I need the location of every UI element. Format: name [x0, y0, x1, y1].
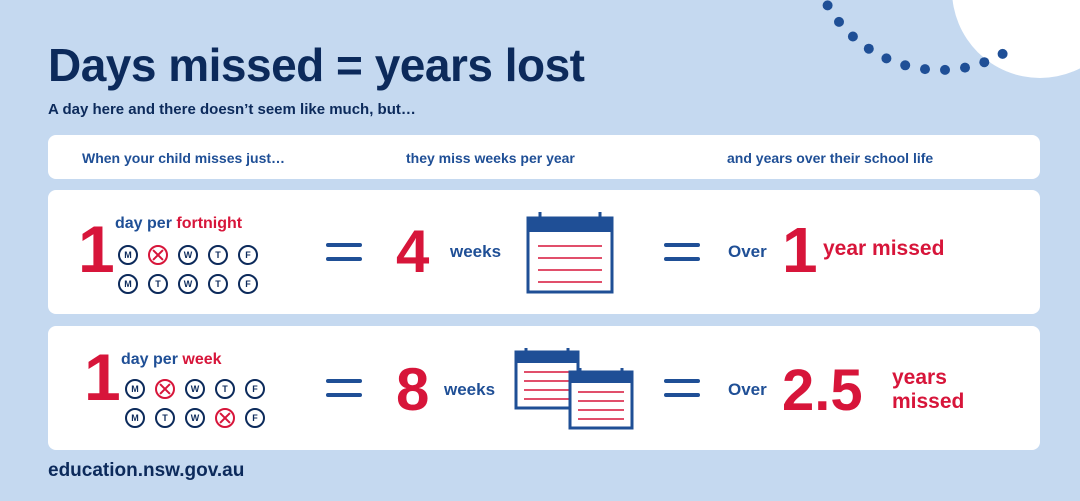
days-label: day per fortnight	[115, 215, 242, 233]
day-circle: F	[245, 408, 265, 428]
days-label-prefix: day per	[115, 215, 172, 232]
footer-url: education.nsw.gov.au	[48, 460, 245, 481]
decorative-dot	[960, 62, 970, 73]
years-count: 2.5	[782, 358, 863, 423]
equals-icon	[664, 379, 700, 397]
weeks-label: weeks	[450, 242, 502, 261]
day-circle: T	[215, 379, 235, 399]
missed-day-icon	[155, 379, 175, 399]
decorative-dot	[900, 60, 911, 71]
decorative-dot	[920, 64, 930, 75]
equals-icon	[326, 243, 362, 261]
day-circle: M	[125, 408, 145, 428]
over-label: Over	[728, 242, 767, 261]
days-label-highlight: fortnight	[176, 215, 243, 232]
day-circle: T	[148, 274, 168, 294]
days-count: 1	[84, 340, 121, 414]
years-count: 1	[782, 214, 818, 286]
header-bar: When your child misses just… they miss w…	[48, 135, 1040, 179]
decorative-dot	[979, 57, 990, 68]
decorative-circle	[952, 0, 1080, 78]
day-circle: T	[155, 408, 175, 428]
equals-icon	[326, 379, 362, 397]
decorative-dot	[822, 0, 833, 11]
header-col-days: When your child misses just…	[82, 150, 286, 166]
years-label: year missed	[823, 237, 945, 260]
decorative-dot	[881, 53, 892, 64]
days-label-highlight: week	[182, 351, 222, 368]
weeks-count: 4	[396, 218, 430, 285]
calendar-icon	[568, 368, 634, 430]
decorative-dot	[834, 16, 844, 27]
decorative-dot	[847, 31, 858, 42]
day-circle: W	[185, 408, 205, 428]
decorative-dot	[863, 43, 874, 54]
days-label-prefix: day per	[121, 351, 178, 368]
missed-day-icon	[215, 408, 235, 428]
day-circle: F	[238, 274, 258, 294]
day-circle: M	[118, 274, 138, 294]
header-col-weeks: they miss weeks per year	[406, 150, 575, 166]
equals-icon	[664, 243, 700, 261]
weeks-count: 8	[396, 356, 430, 423]
calendar-icon	[526, 212, 614, 294]
day-circle: F	[238, 245, 258, 265]
day-circle: M	[118, 245, 138, 265]
decorative-dot	[940, 64, 950, 75]
over-label: Over	[728, 380, 767, 399]
day-circle: T	[208, 274, 228, 294]
years-label: years missed	[892, 366, 964, 414]
header-col-years: and years over their school life	[727, 150, 934, 166]
day-circle: M	[125, 379, 145, 399]
day-circle: W	[178, 274, 198, 294]
missed-day-icon	[148, 245, 168, 265]
day-circle: W	[178, 245, 198, 265]
page-title: Days missed = years lost	[48, 39, 585, 91]
weeks-label: weeks	[444, 380, 496, 399]
day-circle: T	[208, 245, 228, 265]
calendar-stack-icon	[514, 348, 634, 430]
decorative-dot	[997, 48, 1008, 59]
day-circle: W	[185, 379, 205, 399]
page-subtitle: A day here and there doesn’t seem like m…	[48, 101, 416, 118]
days-count: 1	[78, 212, 115, 286]
years-label-line1: years	[892, 366, 947, 389]
day-circle: F	[245, 379, 265, 399]
days-label: day per week	[121, 351, 222, 369]
years-label-line2: missed	[892, 390, 965, 414]
